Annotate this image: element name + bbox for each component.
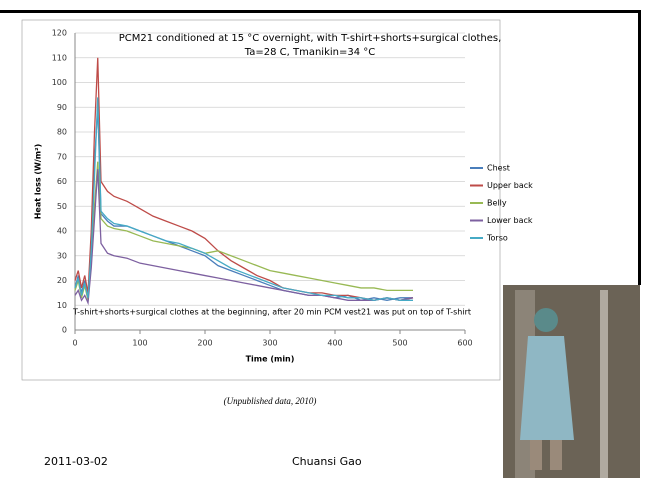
series-line bbox=[74, 169, 414, 306]
legend-label: Lower back bbox=[487, 216, 533, 225]
y-tick-label: 80 bbox=[57, 128, 67, 137]
y-tick-label: 90 bbox=[57, 103, 67, 112]
photo bbox=[503, 285, 640, 478]
y-tick-label: 100 bbox=[52, 78, 67, 87]
legend-label: Belly bbox=[487, 199, 507, 208]
x-tick-label: 100 bbox=[132, 339, 147, 348]
y-tick-label: 50 bbox=[57, 202, 67, 211]
slide-frame-top bbox=[0, 10, 641, 13]
chart-title: PCM21 conditioned at 15 °C overnight, wi… bbox=[119, 33, 502, 44]
y-axis-label: Heat loss (W/m²) bbox=[34, 144, 43, 220]
y-tick-label: 110 bbox=[52, 53, 67, 62]
y-tick-label: 70 bbox=[57, 152, 67, 161]
legend-label: Torso bbox=[486, 234, 508, 243]
chart-title: Ta=28 C, Tmanikin=34 °C bbox=[244, 47, 375, 58]
caption: (Unpublished data, 2010) bbox=[224, 396, 317, 406]
y-tick-label: 0 bbox=[62, 326, 67, 335]
series-line bbox=[74, 97, 413, 301]
footer-author: Chuansi Gao bbox=[292, 455, 362, 468]
y-tick-label: 40 bbox=[57, 227, 67, 236]
x-tick-label: 400 bbox=[327, 339, 342, 348]
y-tick-label: 10 bbox=[57, 301, 67, 310]
y-tick-label: 120 bbox=[52, 29, 67, 38]
footer-date: 2011-03-02 bbox=[44, 455, 108, 468]
series-line bbox=[74, 107, 413, 301]
x-axis-label: Time (min) bbox=[246, 355, 295, 364]
annotation: T-shirt+shorts+surgical clothes at the b… bbox=[72, 308, 471, 317]
y-tick-label: 20 bbox=[57, 276, 67, 285]
x-tick-label: 0 bbox=[72, 339, 77, 348]
x-tick-label: 200 bbox=[197, 339, 212, 348]
legend-label: Chest bbox=[487, 164, 510, 173]
x-tick-label: 300 bbox=[262, 339, 277, 348]
chart-frame bbox=[21, 19, 501, 381]
x-tick-label: 500 bbox=[392, 339, 407, 348]
y-tick-label: 30 bbox=[57, 251, 67, 260]
y-tick-label: 60 bbox=[57, 177, 67, 186]
legend-label: Upper back bbox=[487, 181, 533, 190]
slide-frame-right bbox=[638, 10, 641, 285]
chart: 0 10 20 30 40 50 60 70 80 90 100 110 120 0 100 200 300 40… bbox=[21, 19, 533, 381]
x-tick-label: 600 bbox=[457, 339, 472, 348]
series-line bbox=[74, 57, 414, 301]
